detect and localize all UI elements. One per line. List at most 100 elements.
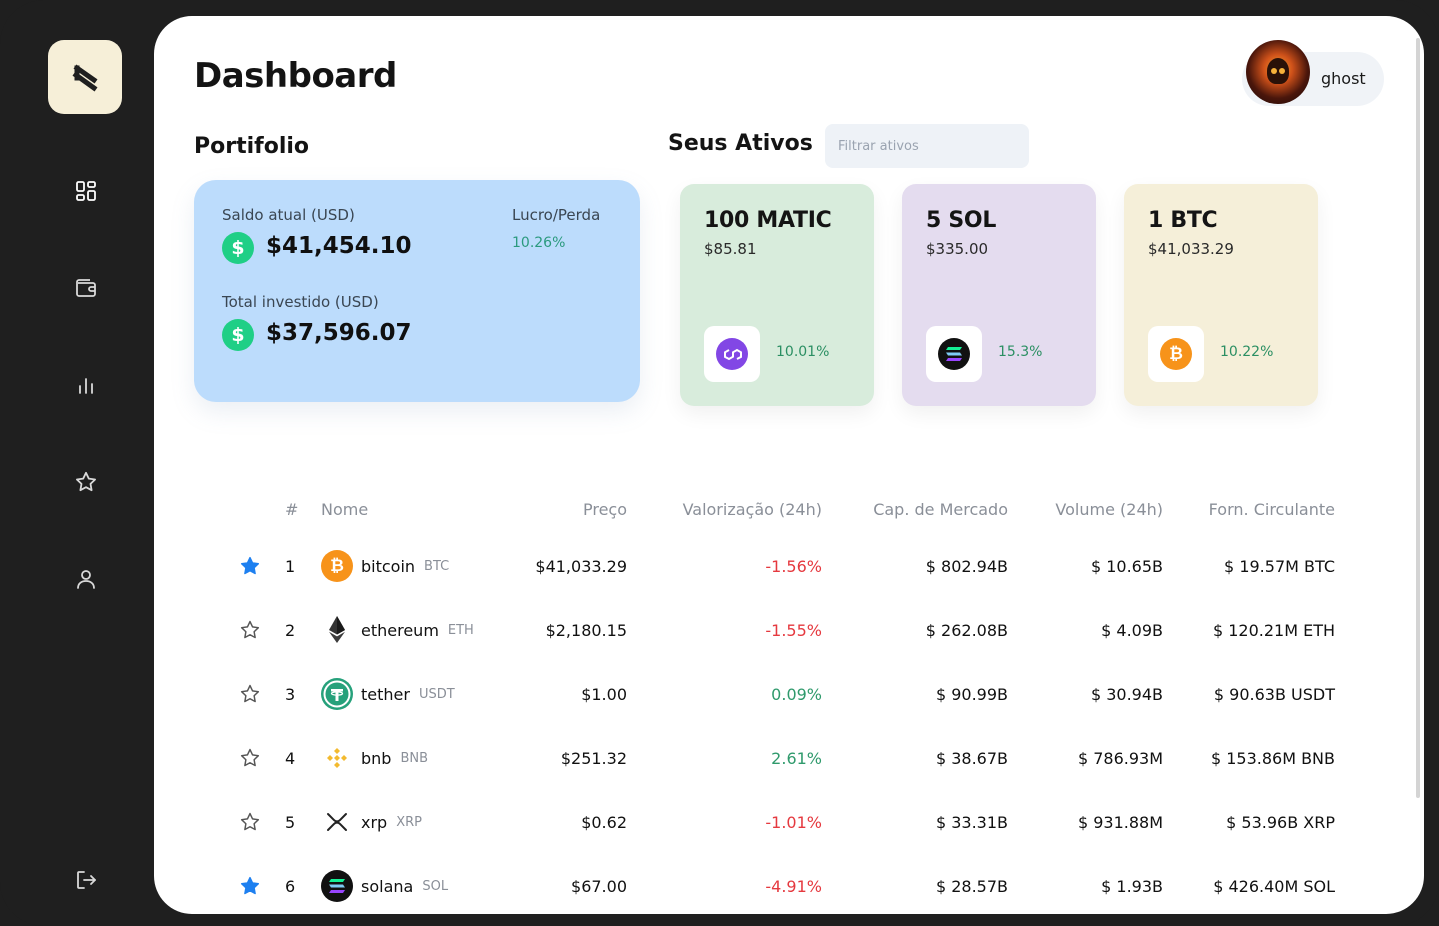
- table-row[interactable]: 2 ethereum ETH $2,180.15 -1.55% $ 262.08…: [154, 598, 1424, 662]
- col-header-rank: #: [285, 500, 299, 519]
- row-price: $2,180.15: [545, 620, 627, 640]
- row-coin[interactable]: bnb BNB: [321, 726, 428, 790]
- nav-wallet[interactable]: [72, 274, 100, 302]
- favorite-star-icon[interactable]: [239, 726, 261, 790]
- row-market-cap: $ 90.99B: [935, 684, 1008, 704]
- app-logo[interactable]: [48, 40, 122, 114]
- profit-loss-value: 10.26%: [512, 235, 566, 251]
- invested-value: $37,596.07: [266, 320, 412, 346]
- favorite-star-icon[interactable]: [239, 534, 261, 598]
- asset-price: $41,033.29: [1148, 240, 1234, 258]
- col-header-volume[interactable]: Volume (24h): [1055, 500, 1163, 519]
- asset-amount: 5 SOL: [926, 208, 997, 233]
- table-row[interactable]: 1 ₿ bitcoin BTC $41,033.29 -1.56% $ 802.…: [154, 534, 1424, 598]
- favorite-star-icon[interactable]: [239, 598, 261, 662]
- row-rank: 6: [285, 876, 296, 896]
- col-header-change[interactable]: Valorização (24h): [682, 500, 822, 519]
- coin-symbol: SOL: [422, 878, 449, 894]
- row-coin[interactable]: tether USDT: [321, 662, 455, 726]
- solana-icon: [938, 338, 970, 370]
- favorite-star-icon[interactable]: [239, 790, 261, 854]
- bitcoin-icon: ₿: [321, 550, 353, 582]
- row-market-cap: $ 33.31B: [935, 812, 1008, 832]
- row-market-cap: $ 802.94B: [925, 556, 1008, 576]
- asset-card-matic[interactable]: 100 MATIC $85.81 10.01%: [680, 184, 874, 406]
- coin-name: bnb: [361, 748, 392, 768]
- filter-assets-input[interactable]: [825, 124, 1029, 168]
- row-supply: $ 426.40M SOL: [1213, 876, 1335, 896]
- ethereum-icon: [321, 614, 353, 646]
- row-change: 2.61%: [771, 748, 822, 768]
- table-row[interactable]: 5 xrp XRP $0.62 -1.01% $ 33.31B $ 931.88…: [154, 790, 1424, 854]
- col-header-market-cap[interactable]: Cap. de Mercado: [873, 500, 1008, 519]
- row-rank: 2: [285, 620, 296, 640]
- coin-name: ethereum: [361, 620, 439, 640]
- row-change: 0.09%: [771, 684, 822, 704]
- row-market-cap: $ 38.67B: [935, 748, 1008, 768]
- col-header-name[interactable]: Nome: [321, 500, 369, 519]
- row-volume: $ 10.65B: [1090, 556, 1163, 576]
- row-change: -1.56%: [765, 556, 822, 576]
- dollar-icon: $: [222, 319, 254, 351]
- coin-symbol: BNB: [400, 750, 429, 766]
- coin-symbol: USDT: [418, 686, 455, 702]
- user-name: ghost: [1321, 69, 1366, 88]
- table-row[interactable]: 6 solana SOL $67.00 -4.91% $ 28.57B $ 1.…: [154, 854, 1424, 914]
- asset-card-sol[interactable]: 5 SOL $335.00 15.3%: [902, 184, 1096, 406]
- user-menu[interactable]: ghost: [1242, 40, 1384, 106]
- row-rank: 4: [285, 748, 296, 768]
- xrp-icon: [321, 806, 353, 838]
- portfolio-title: Portifolio: [194, 134, 310, 159]
- assets-title: Seus Ativos: [668, 131, 813, 156]
- row-volume: $ 931.88M: [1077, 812, 1163, 832]
- nav-logout[interactable]: [72, 866, 100, 894]
- table-row[interactable]: 3 tether USDT $1.00 0.09% $ 90.99B $ 30.…: [154, 662, 1424, 726]
- row-supply: $ 53.96B XRP: [1226, 812, 1335, 832]
- asset-price: $335.00: [926, 240, 989, 258]
- row-rank: 5: [285, 812, 296, 832]
- row-coin[interactable]: xrp XRP: [321, 790, 422, 854]
- coin-symbol: ETH: [447, 622, 474, 638]
- coin-name: solana: [361, 876, 414, 896]
- scrollbar[interactable]: [1416, 38, 1420, 798]
- bar-chart-icon: [79, 378, 93, 394]
- asset-amount: 100 MATIC: [704, 208, 832, 233]
- col-header-price[interactable]: Preço: [582, 500, 627, 519]
- grid-icon: [76, 181, 96, 201]
- row-coin[interactable]: ₿ bitcoin BTC: [321, 534, 449, 598]
- table-row[interactable]: 4 bnb BNB $251.32 2.61% $ 38.67B $ 786.9…: [154, 726, 1424, 790]
- row-coin[interactable]: solana SOL: [321, 854, 448, 914]
- asset-card-btc[interactable]: 1 BTC $41,033.29 ₿ 10.22%: [1124, 184, 1318, 406]
- portfolio-card: Saldo atual (USD) $ $41,454.10 Lucro/Per…: [194, 180, 640, 402]
- row-market-cap: $ 262.08B: [925, 620, 1008, 640]
- asset-change: 10.22%: [1220, 344, 1274, 360]
- row-supply: $ 153.86M BNB: [1210, 748, 1335, 768]
- favorite-star-icon[interactable]: [239, 662, 261, 726]
- asset-icon-box: [926, 326, 982, 382]
- row-volume: $ 1.93B: [1101, 876, 1163, 896]
- asset-icon-box: ₿: [1148, 326, 1204, 382]
- nav-dashboard[interactable]: [72, 177, 100, 205]
- profit-loss-label: Lucro/Perda: [512, 206, 601, 224]
- logout-icon: [77, 871, 96, 889]
- row-price: $67.00: [571, 876, 627, 896]
- star-icon: [76, 471, 96, 492]
- avatar: [1246, 40, 1310, 104]
- nav-profile[interactable]: [72, 565, 100, 593]
- row-change: -1.01%: [765, 812, 822, 832]
- coin-name: tether: [361, 684, 410, 704]
- row-price: $1.00: [581, 684, 627, 704]
- row-volume: $ 786.93M: [1077, 748, 1163, 768]
- row-supply: $ 19.57M BTC: [1224, 556, 1335, 576]
- favorite-star-icon[interactable]: [239, 854, 261, 914]
- row-change: -1.55%: [765, 620, 822, 640]
- col-header-supply[interactable]: Forn. Circulante: [1208, 500, 1335, 519]
- balance-label: Saldo atual (USD): [222, 206, 355, 224]
- nav-charts[interactable]: [72, 371, 100, 399]
- invested-label: Total investido (USD): [222, 293, 379, 311]
- row-coin[interactable]: ethereum ETH: [321, 598, 474, 662]
- nav-favorites[interactable]: [72, 468, 100, 496]
- sidebar: [0, 0, 154, 926]
- row-price: $0.62: [581, 812, 627, 832]
- coin-symbol: BTC: [424, 558, 450, 574]
